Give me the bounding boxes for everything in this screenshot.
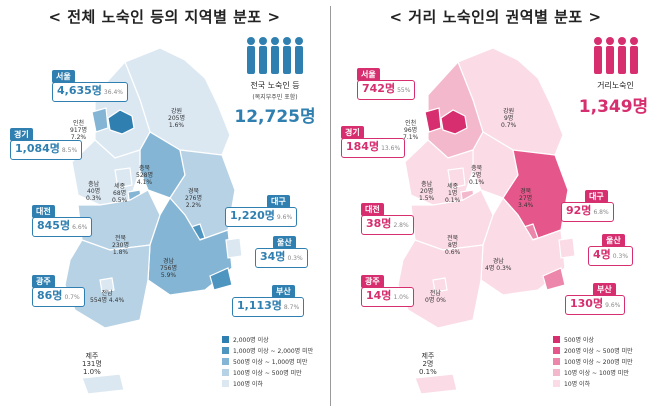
region-label-incheon: 인천 96명 7.1% [403, 120, 419, 141]
left-legend: 2,000명 이상 1,000명 이상 ~ 2,000명 미만 500명 이상 … [222, 334, 313, 389]
map-gwangju [99, 277, 115, 293]
region-label-chungnam: 충남 40명 0.3% [86, 181, 102, 202]
legend-item: 500명 이상 [553, 334, 633, 345]
region-label-chungbuk: 충북 528명 4.1% [136, 165, 153, 186]
legend-item: 1,000명 이상 ~ 2,000명 미만 [222, 345, 313, 356]
region-label-jeonbuk: 전북 230명 1.8% [112, 235, 129, 256]
map-seoul [440, 109, 468, 135]
left-total-value: 12,725명 [234, 107, 316, 127]
legend-item: 100명 이상 ~ 500명 미만 [222, 367, 313, 378]
region-label-gyeongbuk: 경북 276명 2.2% [185, 188, 202, 209]
legend-item: 2,000명 이상 [222, 334, 313, 345]
region-label-chungnam: 충남 20명 1.5% [419, 181, 435, 202]
map-gwangju [432, 277, 448, 293]
right-total-value: 1,349명 [578, 97, 649, 117]
region-label-gyeongbuk: 경북 27명 3.4% [518, 188, 534, 209]
callout-name: 서울 [52, 70, 75, 83]
region-label-gangwon: 강원 9명 0.7% [501, 108, 517, 129]
left-total-label: 전국 노숙인 등 [250, 81, 300, 90]
legend-item: 100명 이상 ~ 200명 미만 [553, 356, 633, 367]
region-label-sejong: 세종 68명 0.5% [112, 183, 128, 204]
map-seoul [107, 109, 135, 135]
panel-divider [330, 6, 331, 406]
map-sejong [114, 167, 133, 189]
legend-item: 10명 이하 [553, 378, 633, 389]
map-jeju [414, 373, 458, 395]
map-gyeongnam [147, 196, 233, 296]
map-sejong [447, 167, 466, 189]
map-jeju [81, 373, 125, 395]
left-panel: < 전체 노숙인 등의 지역별 분포 > 인천 917명 7.2% 강원 205명 1.… [10, 8, 316, 395]
region-label-chungbuk: 충북 2명 0.1% [469, 165, 485, 186]
right-korea-map [397, 47, 576, 395]
region-label-incheon: 인천 917명 7.2% [70, 120, 87, 141]
region-label-jeju: 제주 2명 0.1% [419, 352, 437, 376]
left-korea-map [64, 47, 243, 395]
person-icon [594, 37, 638, 74]
region-label-gangwon: 강원 205명 1.6% [168, 108, 185, 129]
legend-item: 100명 이하 [222, 378, 313, 389]
map-chungnam [71, 139, 141, 206]
map-busan [542, 267, 566, 291]
left-title: < 전체 노숙인 등의 지역별 분포 > [48, 8, 281, 26]
person-icon [247, 37, 303, 74]
legend-item: 10명 이상 ~ 100명 미만 [553, 367, 633, 378]
region-label-gyeongnam: 경남 4명 0.3% [485, 258, 512, 272]
map-incheon [91, 107, 109, 133]
left-total-sub: (복지부주민 포함) [252, 94, 298, 101]
region-label-jeonbuk: 전북 8명 0.6% [445, 235, 461, 256]
region-label-sejong: 세종 1명 0.1% [445, 183, 461, 204]
callout-value-box: 4,635명 36.4% [52, 82, 128, 102]
region-label-jeonnam: 전남 554명 4.4% [90, 290, 125, 304]
right-total-label: 거리노숙인 [597, 81, 634, 90]
map-busan [209, 267, 233, 291]
region-label-jeju: 제주 131명 1.0% [82, 352, 102, 376]
map-ulsan [225, 237, 243, 259]
map-chungnam [404, 139, 474, 206]
region-label-gyeongnam: 경남 756명 5.9% [160, 258, 177, 279]
map-gyeongnam [480, 196, 566, 296]
right-legend: 500명 이상 200명 이상 ~ 500명 미만 100명 이상 ~ 200명… [553, 334, 633, 389]
right-panel: < 거리 노숙인의 권역별 분포 > 인천 96명 7.1% 강원 9명 0.7% 충북… [333, 0, 658, 411]
map-ulsan [558, 237, 576, 259]
region-label-jeonnam: 전남 0명 0% [425, 290, 446, 304]
legend-item: 200명 이상 ~ 500명 미만 [553, 345, 633, 356]
right-title: < 거리 노숙인의 권역별 분포 > [389, 8, 602, 26]
legend-item: 500명 이상 ~ 1,000명 미만 [222, 356, 313, 367]
map-incheon [424, 107, 442, 133]
